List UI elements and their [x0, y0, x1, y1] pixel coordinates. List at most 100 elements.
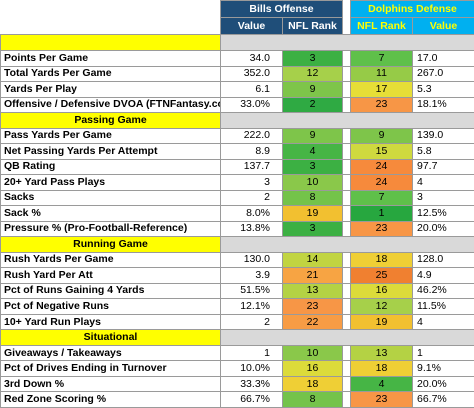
spacer-cell: [342, 391, 351, 408]
dolphins-rank: 11: [350, 65, 413, 83]
bills-value: 34.0: [220, 49, 283, 67]
section-title: Situational: [0, 329, 221, 346]
spacer-cell: [342, 189, 351, 207]
bills-rank: 3: [282, 220, 343, 238]
bills-rank: 3: [282, 49, 343, 67]
bills-value: 8.0%: [220, 205, 283, 222]
stat-label: 10+ Yard Run Plays: [0, 313, 221, 331]
dolphins-rank: 25: [350, 267, 413, 284]
bills-rank: 10: [282, 174, 343, 191]
bills-rank: 9: [282, 127, 343, 145]
header-blank: [1, 1, 221, 18]
bills-value: 2: [220, 313, 283, 331]
dolphins-rank: 17: [350, 81, 413, 98]
stat-label: 3rd Down %: [0, 375, 221, 393]
bills-value: 352.0: [220, 65, 283, 83]
dolphins-rank: 19: [350, 313, 413, 331]
section-title: [0, 34, 221, 51]
bills-rank: 23: [282, 298, 343, 315]
stat-label: Giveaways / Takeaways: [0, 344, 221, 362]
section-header-row: Passing Game: [0, 112, 474, 129]
dolphins-rank: 1: [350, 205, 413, 222]
bills-value: 1: [220, 344, 283, 362]
bills-rank: 18: [282, 375, 343, 393]
stat-label: Pct of Drives Ending in Turnover: [0, 360, 221, 377]
spacer-cell: [342, 313, 351, 331]
section-header-row: Running Game: [0, 236, 474, 253]
bills-value: 8.9: [220, 143, 283, 160]
dolphins-value: 97.7: [412, 158, 474, 176]
dolphins-rank: 9: [350, 127, 413, 145]
dolphins-value: 4.9: [412, 267, 474, 284]
stat-label: Pct of Negative Runs: [0, 298, 221, 315]
bills-value: 137.7: [220, 158, 283, 176]
bills-rank: 9: [282, 81, 343, 98]
spacer-cell: [342, 96, 351, 114]
dolphins-value: 128.0: [412, 251, 474, 269]
stat-label: Pressure % (Pro-Football-Reference): [0, 220, 221, 238]
stat-label: QB Rating: [0, 158, 221, 176]
dolphins-value: 9.1%: [412, 360, 474, 377]
table-row: Rush Yards Per Game 130.0 14 18 128.0: [0, 251, 474, 269]
stat-label: Points Per Game: [0, 49, 221, 67]
dolphins-value: 17.0: [412, 49, 474, 67]
spacer-cell: [342, 158, 351, 176]
dolphins-rank: 16: [350, 282, 413, 300]
table-row: 10+ Yard Run Plays 2 22 19 4: [0, 313, 474, 331]
header-sub-row: Value NFL Rank NFL Rank Value: [1, 17, 474, 36]
bills-value: 12.1%: [220, 298, 283, 315]
bills-rank: 10: [282, 344, 343, 362]
dolphins-rank: 7: [350, 189, 413, 207]
bills-value: 6.1: [220, 81, 283, 98]
dolphins-value: 66.7%: [412, 391, 474, 408]
bills-rank: 8: [282, 391, 343, 408]
dolphins-value: 4: [412, 174, 474, 191]
table-row: Giveaways / Takeaways 1 10 13 1: [0, 344, 474, 362]
stat-label: Rush Yards Per Game: [0, 251, 221, 269]
bills-rank: 21: [282, 267, 343, 284]
table-row: Points Per Game 34.0 3 7 17.0: [0, 49, 474, 67]
table-row: Net Passing Yards Per Attempt 8.9 4 15 5.8: [0, 143, 474, 160]
dolphins-value: 3: [412, 189, 474, 207]
dolphins-value: 18.1%: [412, 96, 474, 114]
dolphins-rank: 13: [350, 344, 413, 362]
table-row: Offensive / Defensive DVOA (FTNFantasy.c…: [0, 96, 474, 114]
table-row: 3rd Down % 33.3% 18 4 20.0%: [0, 375, 474, 393]
dolphins-rank: 24: [350, 158, 413, 176]
bills-value: 130.0: [220, 251, 283, 269]
dolphins-value: 139.0: [412, 127, 474, 145]
spacer-cell: [342, 220, 351, 238]
spacer-cell: [342, 375, 351, 393]
table-row: Rush Yard Per Att 3.9 21 25 4.9: [0, 267, 474, 284]
dolphins-value: 267.0: [412, 65, 474, 83]
section-gray-bar: [220, 236, 474, 253]
dolphins-rank: 18: [350, 360, 413, 377]
stat-label: Yards Per Play: [0, 81, 221, 98]
section-header-row: [0, 34, 474, 51]
table-row: Pass Yards Per Game 222.0 9 9 139.0: [0, 127, 474, 145]
bills-value: 3.9: [220, 267, 283, 284]
spacer-cell: [342, 143, 351, 160]
spacer-cell: [342, 65, 351, 83]
section-gray-bar: [220, 329, 474, 346]
dolphins-rank: 4: [350, 375, 413, 393]
dolphins-value: 5.8: [412, 143, 474, 160]
dolphins-value: 11.5%: [412, 298, 474, 315]
header-blank-2: [1, 18, 221, 35]
bills-rank: 14: [282, 251, 343, 269]
spacer-cell: [342, 298, 351, 315]
bills-rank: 3: [282, 158, 343, 176]
dolphins-value: 5.3: [412, 81, 474, 98]
stat-label: 20+ Yard Pass Plays: [0, 174, 221, 191]
dolphins-rank: 7: [350, 49, 413, 67]
dolphins-rank-header: NFL Rank: [350, 17, 413, 36]
stat-label: Pass Yards Per Game: [0, 127, 221, 145]
table-row: Yards Per Play 6.1 9 17 5.3: [0, 81, 474, 98]
table-row: Pct of Runs Gaining 4 Yards 51.5% 13 16 46.2…: [0, 282, 474, 300]
bills-rank: 16: [282, 360, 343, 377]
section-gray-bar: [220, 112, 474, 129]
bills-value: 33.0%: [220, 96, 283, 114]
table-row: Pct of Negative Runs 12.1% 23 12 11.5%: [0, 298, 474, 315]
spacer-cell: [342, 81, 351, 98]
